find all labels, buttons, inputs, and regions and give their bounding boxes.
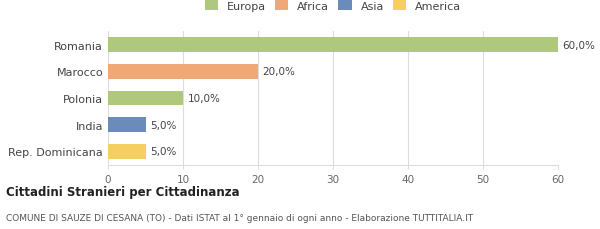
Bar bbox=[108, 65, 258, 79]
Text: Cittadini Stranieri per Cittadinanza: Cittadini Stranieri per Cittadinanza bbox=[6, 185, 239, 199]
Text: 20,0%: 20,0% bbox=[263, 67, 295, 77]
Text: 5,0%: 5,0% bbox=[150, 120, 176, 130]
Bar bbox=[108, 91, 183, 106]
Text: COMUNE DI SAUZE DI CESANA (TO) - Dati ISTAT al 1° gennaio di ogni anno - Elabora: COMUNE DI SAUZE DI CESANA (TO) - Dati IS… bbox=[6, 213, 473, 222]
Text: 10,0%: 10,0% bbox=[187, 93, 220, 104]
Bar bbox=[108, 118, 146, 132]
Legend: Europa, Africa, Asia, America: Europa, Africa, Asia, America bbox=[202, 0, 464, 15]
Text: 5,0%: 5,0% bbox=[150, 147, 176, 157]
Text: 60,0%: 60,0% bbox=[563, 40, 595, 50]
Bar bbox=[108, 144, 146, 159]
Bar bbox=[108, 38, 558, 53]
